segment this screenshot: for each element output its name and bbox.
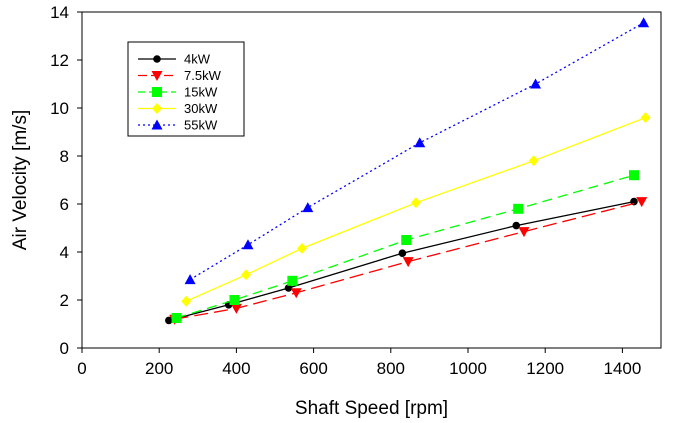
series-group [165,17,651,325]
series-line [176,174,635,319]
data-point [513,203,524,214]
data-point [290,288,302,299]
x-tick-label: 800 [377,359,405,378]
legend-box [127,41,245,137]
data-point [410,197,421,209]
data-point [284,284,293,292]
data-point [530,78,542,89]
x-tick-label: 1000 [449,359,487,378]
legend-marker [151,119,163,130]
x-axis-title: Shaft Speed [rpm] [295,398,448,419]
x-tick-label: 600 [299,359,327,378]
legend-marker [153,55,161,63]
legend-item: 30kW [138,101,218,116]
y-tick-label: 14 [50,3,69,22]
legend-label: 7.5kW [184,68,222,83]
y-tick-label: 12 [50,51,69,70]
legend-marker [151,71,163,81]
series-7-5kw [169,197,648,325]
x-tick-label: 200 [145,359,173,378]
data-point [171,313,182,323]
data-point [297,242,308,254]
data-point [302,202,314,213]
data-point [165,316,173,325]
x-tick-label: 400 [222,359,250,378]
series-line [189,22,644,281]
legend-item: 55kW [138,118,218,133]
legend-label: 30kW [184,101,218,116]
legend-item: 4kW [138,52,211,67]
data-point [512,221,521,230]
data-point [230,303,242,314]
y-tick-label: 0 [60,339,69,358]
data-point [402,257,414,268]
y-tick-label: 10 [50,99,69,118]
legend-marker [152,103,162,114]
data-point [181,295,192,307]
data-point [287,275,298,286]
y-tick-label: 4 [60,243,69,262]
data-point [242,239,254,250]
series-line [168,200,635,322]
data-point [528,155,539,167]
data-point [636,197,648,208]
x-tick-label: 0 [77,359,86,378]
data-point [518,227,530,238]
data-point [401,235,412,245]
legend-item: 7.5kW [138,68,222,83]
plot-area-frame [81,11,662,349]
data-point [640,112,651,124]
data-point [398,249,407,257]
y-tick-label: 2 [60,291,69,310]
x-tick-label: 1200 [526,359,564,378]
y-tick-label: 8 [60,147,69,166]
data-point [628,170,639,181]
data-point [241,269,252,281]
legend-label: 55kW [184,118,218,133]
y-axis-title: Air Velocity [m/s] [10,110,31,250]
legend-marker [152,87,162,97]
x-tick-label: 1400 [603,359,641,378]
data-point [229,295,240,305]
legend-label: 4kW [184,52,211,67]
data-point [184,274,196,285]
data-point [414,137,426,148]
y-tick-label: 6 [60,195,69,214]
series-4kw [165,197,638,325]
legend-item: 15kW [138,85,218,100]
series-line [174,200,642,320]
series-15kw [171,170,639,323]
series-30kw [181,112,651,307]
series-55kw [184,17,650,285]
series-line [185,116,646,302]
legend-label: 15kW [184,85,218,100]
data-point [638,17,650,28]
axis-ticks: 0 200 400 600 800 1000 1200 1400 0 2 4 6 8 10 12 14 [50,3,641,378]
